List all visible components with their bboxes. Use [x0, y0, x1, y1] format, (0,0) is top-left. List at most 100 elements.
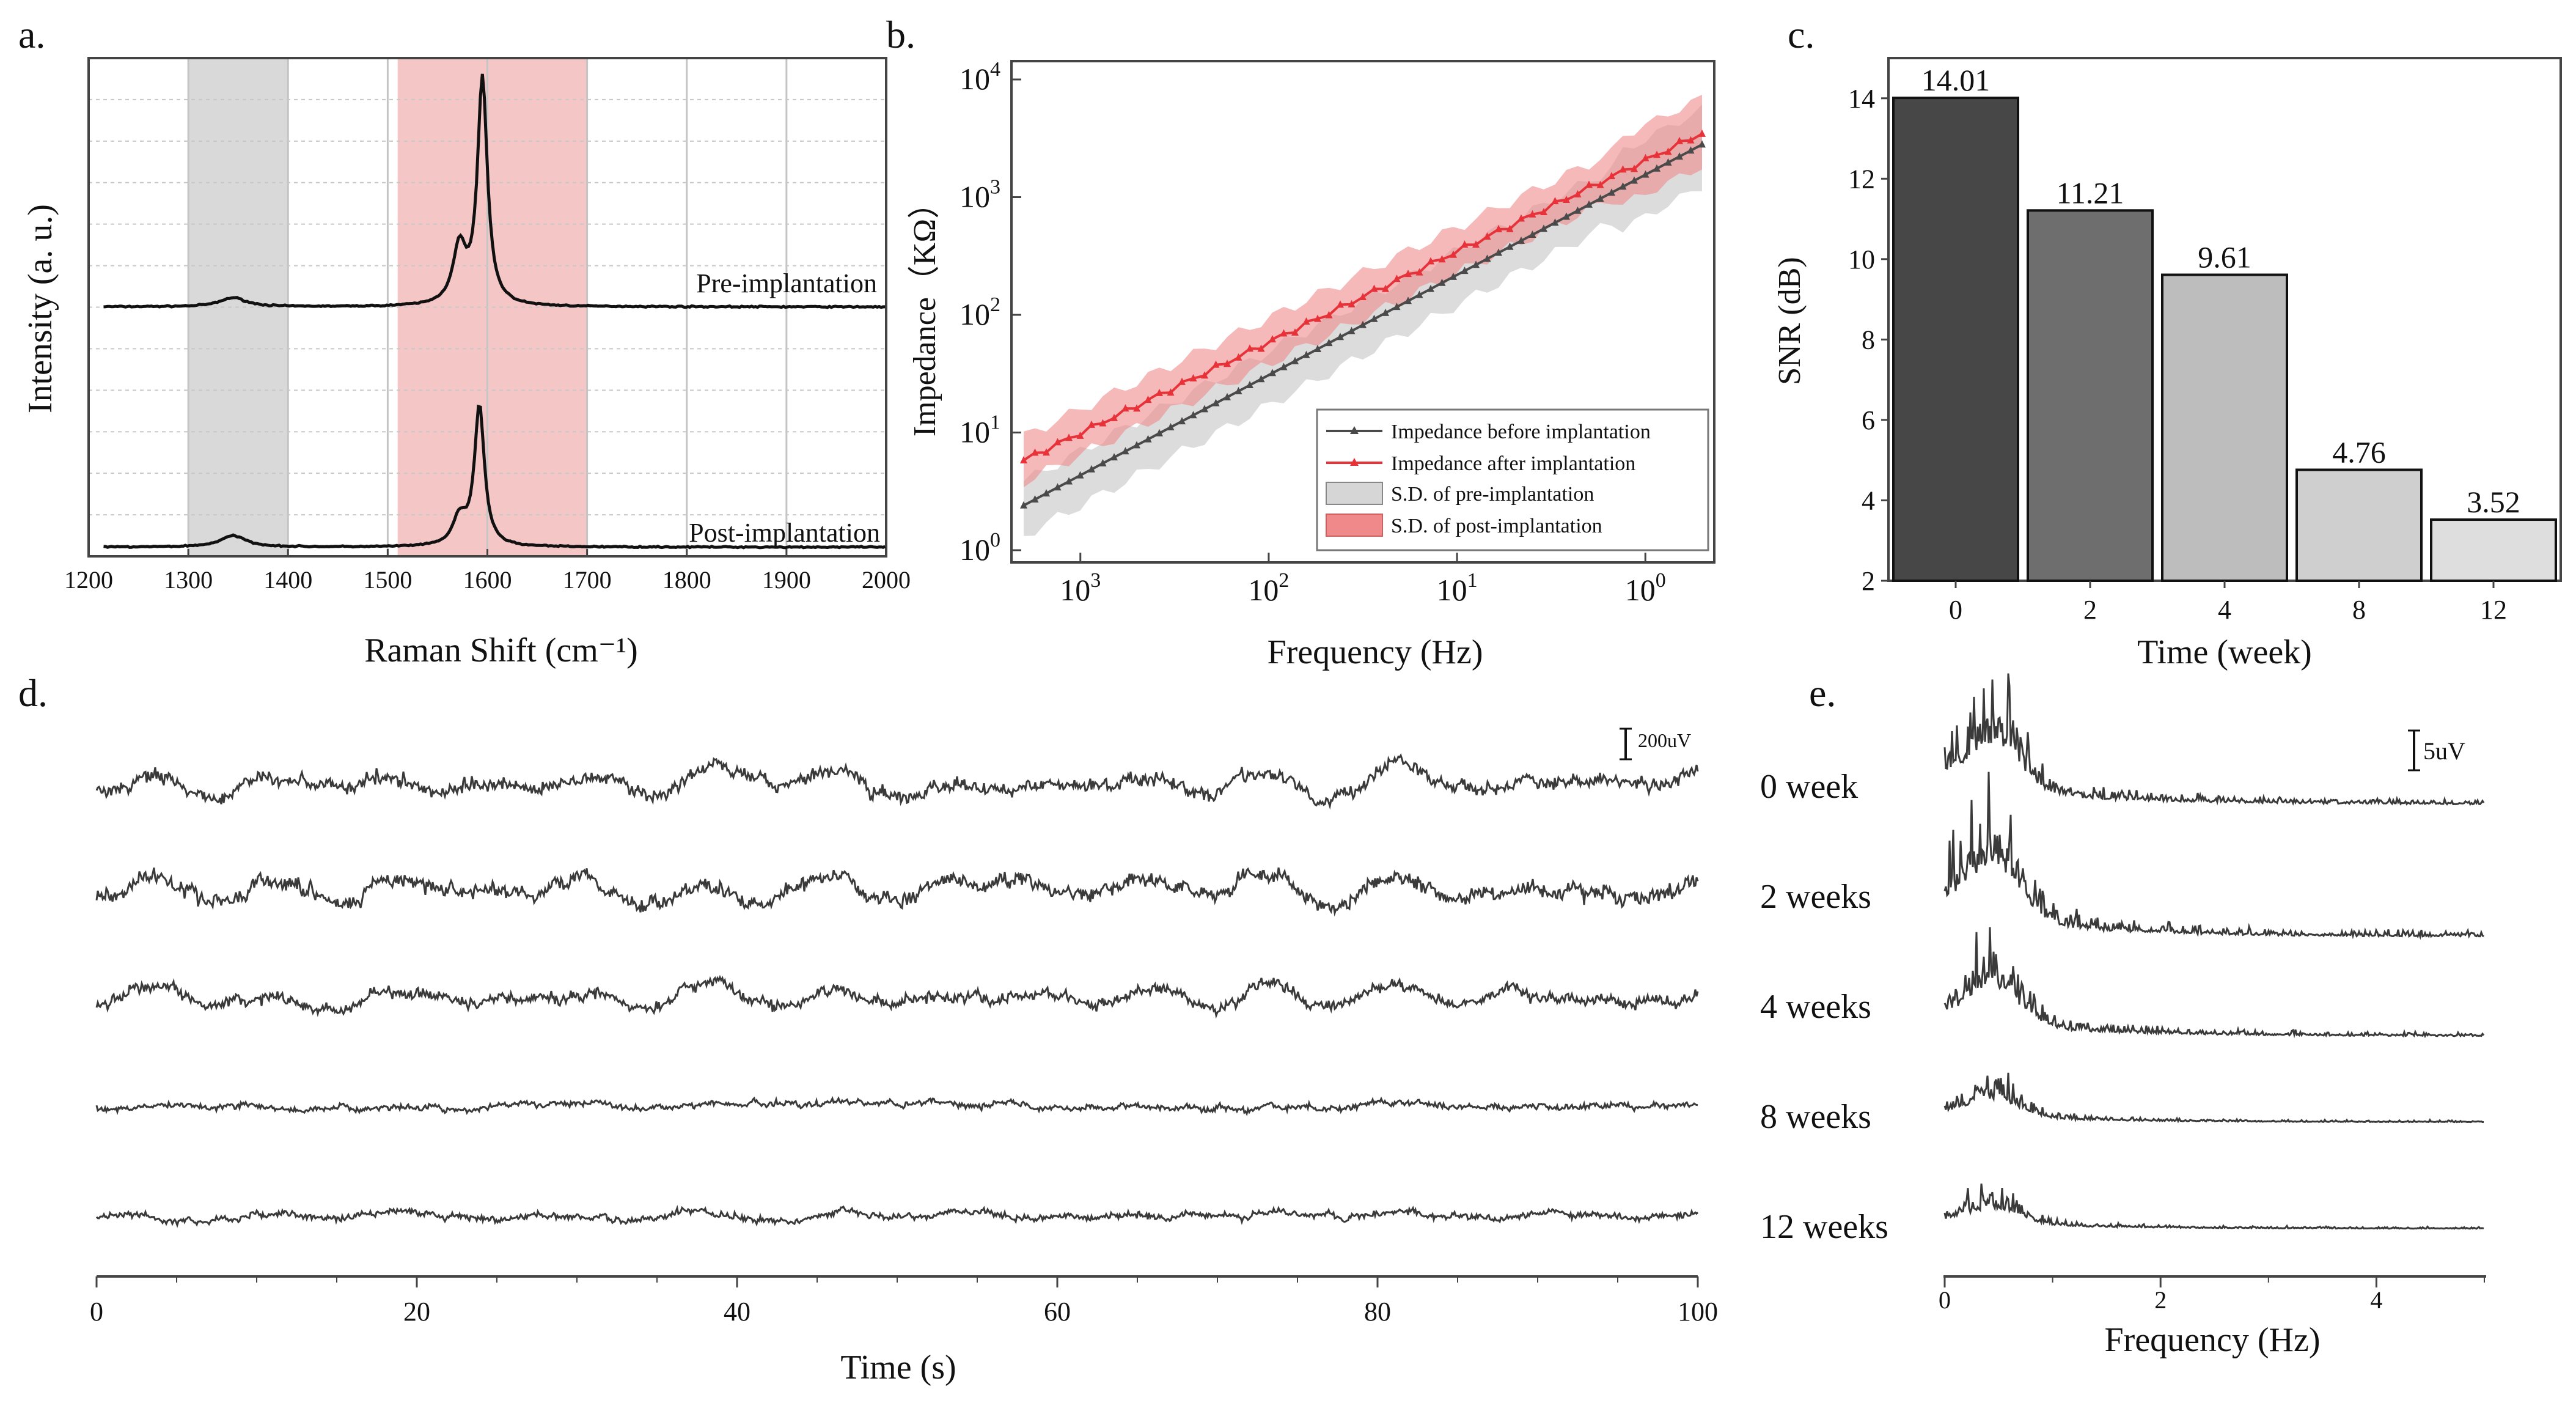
- spectrum-trace-4-weeks: [1943, 927, 2485, 1039]
- x-tick-label-60s: 60: [1044, 1297, 1071, 1327]
- y-tick-label-2: 2: [1862, 566, 1875, 596]
- spectrum-trace-8-weeks: [1943, 1072, 2484, 1124]
- impedance-marker-before-25: [1302, 350, 1310, 358]
- bar-value-label-week-12: 3.52: [2467, 485, 2520, 519]
- impedance-marker-before-2: [1043, 489, 1050, 497]
- series-label-post-implantation: Post-implantation: [689, 518, 880, 548]
- x-tick-label-1700: 1700: [563, 566, 612, 594]
- eeg-trace-4-weeks: [95, 974, 1699, 1019]
- impedance-marker-after-6: [1088, 420, 1095, 428]
- impedance-marker-after-26: [1314, 314, 1321, 322]
- impedance-marker-before-19: [1235, 386, 1242, 394]
- impedance-marker-after-31: [1370, 284, 1378, 292]
- y-tick-label-1e1: 101: [960, 411, 1000, 449]
- x-tick-label-1400: 1400: [263, 566, 312, 594]
- impedance-marker-before-13: [1167, 422, 1175, 430]
- impedance-marker-before-31: [1370, 314, 1378, 322]
- x-tick-label-1200: 1200: [64, 566, 113, 594]
- impedance-marker-before-53: [1619, 182, 1627, 190]
- panel-c-y-axis-label: SNR (dB): [1772, 257, 1807, 385]
- raman-trace-post-implantation: [103, 404, 886, 550]
- panel-a-label: a.: [18, 13, 45, 56]
- panel-d-scale-bar-label: 200uV: [1638, 729, 1691, 751]
- impedance-marker-after-13: [1167, 388, 1175, 396]
- impedance-marker-after-21: [1257, 344, 1265, 352]
- impedance-marker-before-58: [1676, 152, 1683, 160]
- impedance-marker-after-53: [1619, 165, 1627, 173]
- impedance-marker-before-41: [1483, 254, 1491, 262]
- impedance-marker-after-42: [1495, 224, 1502, 232]
- impedance-marker-after-23: [1280, 329, 1288, 337]
- series-label-pre-implantation: Pre-implantation: [696, 268, 877, 298]
- y-tick-label-1e2: 102: [960, 293, 1000, 331]
- impedance-marker-after-0: [1020, 456, 1027, 463]
- panel-e-spectrum: e. 0 week 2 weeks 4 weeks 8 weeks 12 wee…: [1760, 671, 2486, 1359]
- panel-b-x-axis-label: Frequency (Hz): [1268, 633, 1483, 671]
- x-tick-label-2hz: 2: [2154, 1286, 2167, 1314]
- legend-label-sd-post: S.D. of post-implantation: [1391, 515, 1602, 537]
- impedance-marker-after-18: [1224, 359, 1231, 367]
- impedance-marker-after-20: [1246, 344, 1253, 352]
- impedance-marker-after-59: [1687, 136, 1695, 144]
- impedance-marker-before-4: [1065, 477, 1073, 485]
- impedance-marker-before-3: [1054, 483, 1062, 491]
- impedance-marker-before-59: [1687, 146, 1695, 154]
- bar-value-label-week-0: 14.01: [1921, 63, 1991, 97]
- x-tick-label-1e2: 102: [1248, 569, 1289, 607]
- impedance-marker-after-12: [1156, 388, 1163, 396]
- impedance-marker-before-11: [1144, 435, 1152, 443]
- impedance-marker-before-42: [1495, 248, 1502, 256]
- impedance-marker-before-34: [1404, 296, 1412, 304]
- impedance-marker-before-56: [1653, 164, 1660, 172]
- impedance-marker-before-5: [1076, 471, 1084, 479]
- impedance-marker-before-0: [1020, 501, 1027, 509]
- legend-marker-after: [1350, 458, 1359, 466]
- panel-b-frame: [1010, 60, 1715, 564]
- x-tick-label-20s: 20: [403, 1297, 430, 1327]
- impedance-marker-after-46: [1540, 208, 1547, 215]
- bar-week-2: [2027, 209, 2154, 582]
- impedance-marker-before-9: [1121, 447, 1129, 455]
- impedance-marker-before-16: [1201, 405, 1208, 413]
- x-tick-label-1900: 1900: [762, 566, 811, 594]
- impedance-marker-before-7: [1099, 458, 1107, 466]
- impedance-marker-before-17: [1212, 399, 1220, 407]
- impedance-marker-before-47: [1551, 218, 1559, 226]
- impedance-marker-before-24: [1291, 356, 1299, 364]
- panel-b-impedance: b. 103 102 101 100 100 101 102 103 104 Impedance…: [886, 13, 1715, 671]
- panel-b-legend: Impedance before implantation Impedance …: [1316, 408, 1709, 551]
- impedance-marker-after-55: [1642, 153, 1649, 161]
- panel-e-scale-bar-label: 5uV: [2423, 737, 2465, 765]
- impedance-marker-after-44: [1517, 214, 1525, 222]
- impedance-marker-before-21: [1257, 375, 1265, 383]
- spectrum-trace-0-week: [1943, 673, 2485, 806]
- impedance-marker-after-54: [1631, 164, 1638, 172]
- sd-band-post-implantation: [1024, 95, 1702, 488]
- x-tick-label-4hz: 4: [2370, 1286, 2382, 1314]
- row-label-2-weeks: 2 weeks: [1760, 878, 1871, 916]
- impedance-marker-after-30: [1359, 293, 1367, 300]
- x-tick-label-0hz: 0: [1939, 1286, 1951, 1314]
- impedance-marker-before-54: [1631, 176, 1638, 184]
- x-tick-label-1600: 1600: [463, 566, 512, 594]
- panel-a-raman: a. 1200 1300 1400 1500 1600 1700 1800 1900 2000 …: [18, 13, 911, 669]
- row-label-8-weeks: 8 weeks: [1760, 1098, 1871, 1136]
- x-tick-label-40s: 40: [724, 1297, 750, 1327]
- impedance-marker-after-36: [1427, 257, 1434, 265]
- x-tick-label-week-2: 2: [2083, 595, 2097, 625]
- bar-week-4: [2161, 273, 2288, 582]
- impedance-marker-before-12: [1156, 429, 1163, 436]
- impedance-marker-before-29: [1348, 326, 1356, 334]
- impedance-marker-before-15: [1189, 411, 1197, 419]
- impedance-marker-before-55: [1642, 170, 1649, 178]
- impedance-marker-before-27: [1325, 339, 1333, 347]
- impedance-marker-before-32: [1382, 308, 1389, 316]
- impedance-marker-before-57: [1664, 158, 1672, 166]
- x-tick-label-week-0: 0: [1949, 595, 1962, 625]
- impedance-marker-after-47: [1551, 197, 1559, 205]
- impedance-marker-before-37: [1438, 278, 1446, 286]
- impedance-marker-after-11: [1144, 396, 1152, 403]
- legend-label-sd-pre: S.D. of pre-implantation: [1391, 483, 1594, 506]
- x-tick-label-1800: 1800: [662, 566, 711, 594]
- raman-trace-pre-implantation: [103, 73, 886, 309]
